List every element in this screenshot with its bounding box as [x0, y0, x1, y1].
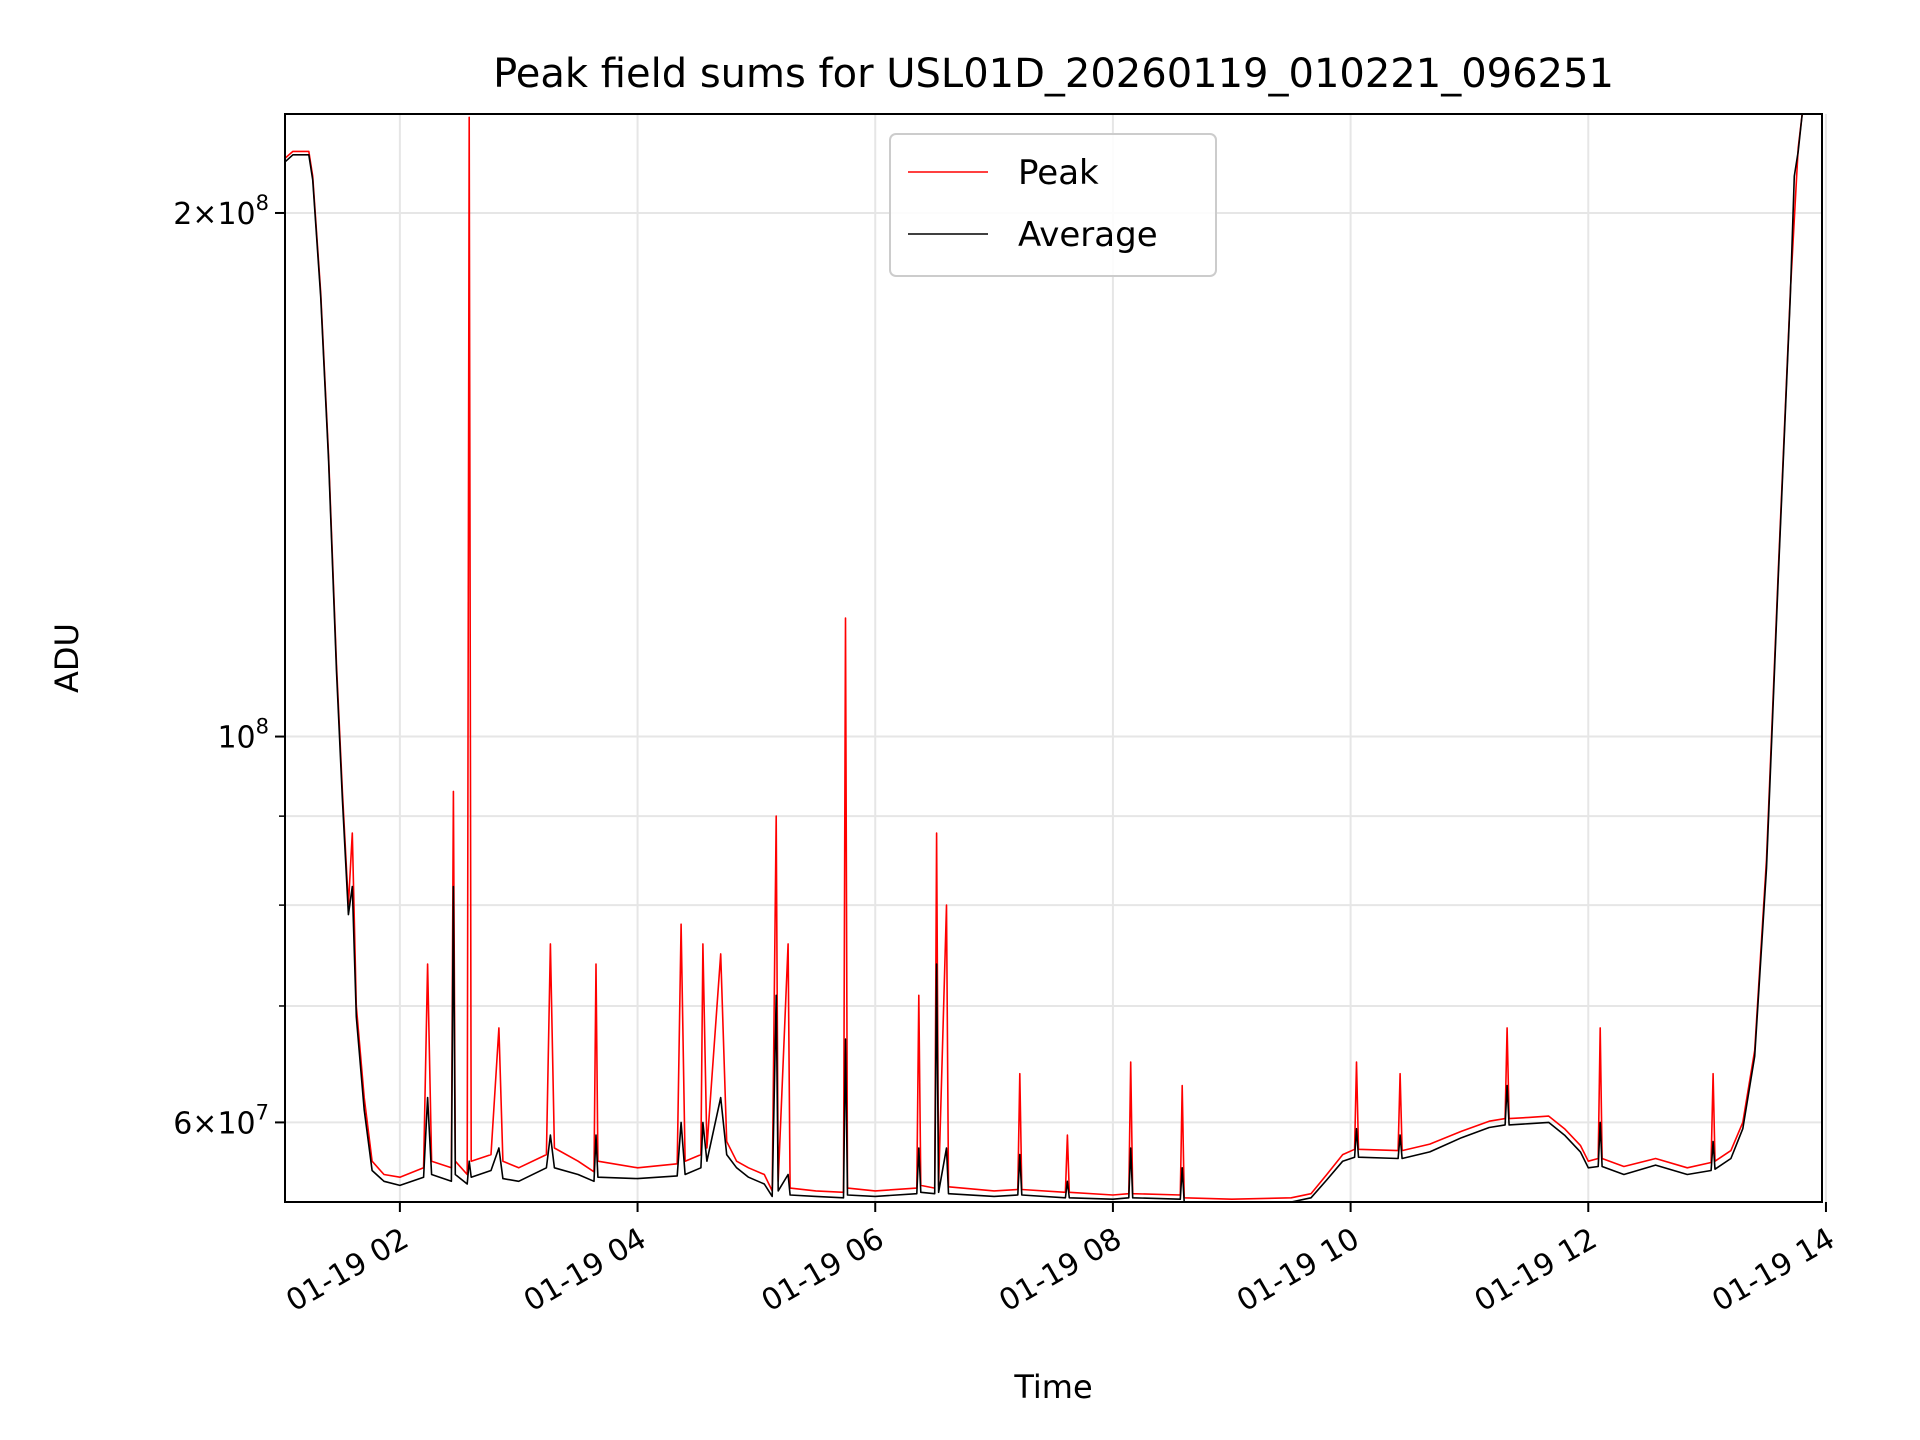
y-tick-mantissa: 2 [173, 197, 192, 232]
y-tick-exponent: 8 [256, 191, 269, 215]
series-layer [285, 114, 1803, 1202]
y-tick-times: × [192, 1106, 217, 1141]
y-tick-label: 6×107 [173, 1100, 269, 1141]
y-tick-times: × [192, 197, 217, 232]
y-axis-label: ADU [48, 623, 86, 693]
y-tick-base: 10 [217, 721, 255, 756]
legend-peak-label: Peak [1018, 153, 1099, 193]
y-tick-mantissa: 6 [173, 1106, 192, 1141]
y-tick-base: 10 [217, 197, 255, 232]
chart-title: Peak field sums for USL01D_20260119_0102… [493, 51, 1614, 97]
x-axis-label: Time [1013, 1368, 1092, 1406]
y-tick-base: 10 [217, 1106, 255, 1141]
y-tick-label: 2×108 [173, 191, 269, 232]
legend-average-label: Average [1018, 215, 1158, 255]
plot-frame [284, 113, 1823, 1203]
y-tick-label: 108 [217, 715, 269, 756]
legend: Peak Average [889, 133, 1217, 277]
y-tick-exponent: 8 [256, 715, 269, 739]
legend-box [889, 133, 1217, 277]
series-average-line [285, 114, 1803, 1202]
y-tick-exponent: 7 [256, 1100, 269, 1124]
